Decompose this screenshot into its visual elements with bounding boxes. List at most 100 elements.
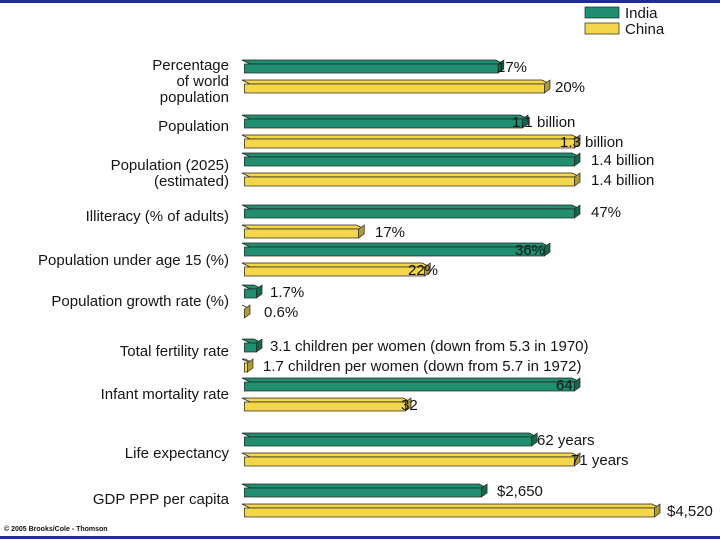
category-label-line: population bbox=[160, 89, 229, 106]
chart-row: Total fertility rate 3.1 children per wom… bbox=[120, 338, 589, 375]
bar-china bbox=[244, 266, 425, 277]
category-label-line: Population (2025) bbox=[111, 157, 229, 174]
bar-top-face bbox=[241, 152, 581, 158]
bar-top-face bbox=[241, 114, 529, 120]
category-label: Life expectancy bbox=[125, 445, 230, 462]
bar-china bbox=[244, 138, 575, 149]
value-label: $4,520 bbox=[667, 503, 713, 520]
bar-top-face bbox=[241, 262, 431, 268]
value-label: 1.1 billion bbox=[512, 114, 575, 131]
bar-side-face bbox=[247, 358, 254, 373]
bar-side-face bbox=[574, 172, 581, 187]
bar-side-face bbox=[574, 452, 581, 467]
value-label: 3.1 children per women (down from 5.3 in… bbox=[270, 338, 589, 355]
category-label-line: Percentage bbox=[152, 57, 229, 74]
bar-top-face bbox=[241, 503, 661, 509]
category-label-line: GDP PPP per capita bbox=[93, 491, 230, 508]
bar-side-face bbox=[256, 338, 263, 353]
bar-china bbox=[244, 362, 248, 373]
top-border-rule bbox=[0, 0, 720, 3]
value-label: 1.3 billion bbox=[560, 134, 623, 151]
category-label: Population (2025) (estimated) bbox=[111, 157, 229, 190]
bar-india bbox=[244, 288, 257, 299]
bar-india bbox=[244, 63, 499, 74]
bar-india bbox=[244, 208, 575, 219]
bar-side-face bbox=[405, 397, 412, 412]
category-label: Total fertility rate bbox=[120, 343, 229, 360]
value-label: 36% bbox=[515, 242, 545, 259]
bar-side-face bbox=[544, 242, 551, 257]
legend-swatch-india bbox=[584, 6, 620, 19]
bottom-border-rule bbox=[0, 536, 720, 539]
category-label: Population under age 15 (%) bbox=[38, 252, 229, 269]
value-label: 17% bbox=[375, 224, 405, 241]
copyright-notice: © 2005 Brooks/Cole - Thomson bbox=[4, 526, 108, 533]
category-label: Population growth rate (%) bbox=[51, 293, 229, 310]
value-label: 47% bbox=[591, 204, 621, 221]
chart-row: GDP PPP per capita $2,650 $4,520 bbox=[93, 483, 713, 520]
value-label: 71 years bbox=[571, 452, 629, 469]
value-label: 22% bbox=[408, 262, 438, 279]
bar-top-face bbox=[241, 242, 551, 248]
value-label: 32 bbox=[401, 397, 418, 414]
category-label: GDP PPP per capita bbox=[93, 491, 230, 508]
category-label-line: Population under age 15 (%) bbox=[38, 252, 229, 269]
bar-china bbox=[244, 228, 360, 239]
category-label: Infant mortality rate bbox=[101, 386, 229, 403]
legend-swatch-china bbox=[584, 22, 620, 35]
chart-row: Population growth rate (%) 1.7% 0.6% bbox=[51, 284, 304, 321]
category-label-line: Infant mortality rate bbox=[101, 386, 229, 403]
bar-top-face bbox=[241, 204, 581, 210]
category-label-line: Total fertility rate bbox=[120, 343, 229, 360]
bar-top-face bbox=[241, 134, 581, 140]
category-label-line: (estimated) bbox=[154, 173, 229, 190]
bar-side-face bbox=[574, 152, 581, 167]
category-label-line: Population bbox=[158, 118, 229, 135]
bar-side-face bbox=[497, 59, 505, 74]
bar-side-face bbox=[574, 204, 581, 219]
chart-row: Population under age 15 (%) 36% 22% bbox=[38, 242, 551, 279]
bar-china bbox=[244, 176, 575, 187]
value-label: 20% bbox=[555, 79, 585, 96]
chart-row: Infant mortality rate 64 32 bbox=[101, 377, 581, 414]
bar-side-face bbox=[574, 377, 581, 392]
category-label: Population bbox=[158, 118, 229, 135]
bar-side-face bbox=[481, 483, 488, 498]
bar-india bbox=[244, 156, 575, 167]
bar-side-face bbox=[654, 503, 661, 518]
legend-label-india: India bbox=[625, 5, 658, 22]
chart-row: Illiteracy (% of adults) 47% 17% bbox=[86, 204, 621, 241]
bar-india bbox=[244, 342, 257, 353]
chart-row: Population 1.1 billion 1.3 billion bbox=[158, 114, 623, 151]
bar-side-face bbox=[531, 432, 538, 447]
bar-india bbox=[244, 381, 575, 392]
category-label: Percentage of world population bbox=[152, 57, 229, 106]
chart-row: Life expectancy 62 years 71 years bbox=[125, 432, 629, 469]
bar-top-face bbox=[241, 79, 551, 85]
value-label: 62 years bbox=[537, 432, 595, 449]
chart-row: Percentage of world population 17% 20% bbox=[152, 57, 585, 106]
category-label-line: of world bbox=[176, 73, 229, 90]
chart-row: Population (2025) (estimated) 1.4 billion 1… bbox=[111, 152, 655, 190]
bar-china bbox=[244, 401, 406, 412]
bar-india bbox=[244, 436, 532, 447]
bar-china bbox=[244, 83, 545, 94]
bar-side-face bbox=[522, 114, 529, 129]
bar-top-face bbox=[241, 377, 581, 383]
value-label: 1.7 children per women (down from 5.7 in… bbox=[263, 358, 582, 375]
value-label: 0.6% bbox=[264, 304, 298, 321]
bar-side-face bbox=[424, 262, 431, 277]
value-label: 17% bbox=[497, 59, 527, 76]
bar-top-face bbox=[241, 397, 412, 403]
bar-india bbox=[244, 246, 545, 257]
category-label-line: Life expectancy bbox=[125, 445, 230, 462]
bar-china bbox=[244, 507, 655, 518]
bar-china bbox=[244, 456, 575, 467]
bar-side-face bbox=[256, 284, 263, 299]
bar-top-face bbox=[241, 59, 504, 65]
bar-top-face bbox=[241, 172, 581, 178]
value-label: 1.4 billion bbox=[591, 172, 654, 189]
bar-top-face bbox=[241, 452, 581, 458]
value-label: 1.4 billion bbox=[591, 152, 654, 169]
